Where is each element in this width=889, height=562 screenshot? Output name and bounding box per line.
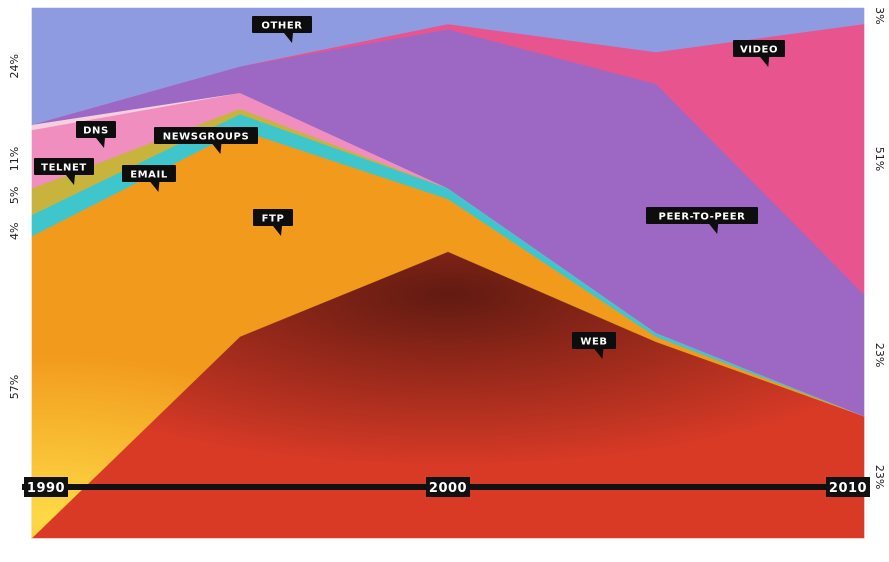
x-tick-label: 2010 [829,481,867,496]
callout-box [252,16,312,33]
year-box [426,477,470,497]
callout-pointer [594,349,604,359]
callouts-layer: OTHER VIDEO DNS NEWSGROUPS TELNET EMAIL FTP PEE… [34,16,785,359]
callout-label: VIDEO [740,45,778,56]
callout-label: DNS [83,126,109,137]
x-tick-label: 1990 [27,481,65,496]
callout-dns: DNS [76,121,116,148]
left-axis-label: 24% [8,54,21,78]
timeline-axis: 1990 2000 2010 [22,477,870,497]
left-axis-label: 5% [8,187,21,204]
year-box [826,477,870,497]
callout-label: OTHER [261,21,302,32]
callout-pointer [709,224,719,234]
callout-pointer [273,226,282,236]
callout-box [572,332,616,349]
callout-email: EMAIL [122,165,176,192]
right-axis-label: 23% [873,465,886,489]
left-axis-label: 4% [8,223,21,240]
callout-pointer [96,138,105,148]
callout-label: EMAIL [130,170,168,181]
callout-label: TELNET [41,163,87,174]
callout-label: PEER-TO-PEER [659,212,746,223]
callout-box [34,158,94,175]
callout-web: WEB [572,332,616,359]
web-shading [32,251,864,539]
callout-pointer [66,175,75,185]
callout-newsgroups: NEWSGROUPS [154,127,258,154]
left-axis-label: 11% [8,147,21,171]
callout-peer-to-peer: PEER-TO-PEER [646,207,758,234]
callout-label: NEWSGROUPS [163,132,250,143]
callout-box [76,121,116,138]
callout-box [253,209,293,226]
callout-box [154,127,258,144]
right-axis-label: 23% [873,343,886,367]
callout-ftp: FTP [253,209,293,236]
callout-box [122,165,176,182]
overlay-layer [32,129,864,539]
callout-pointer [760,57,770,67]
callout-label: WEB [580,337,607,348]
callout-pointer [284,33,293,43]
right-axis-label: 3% [873,7,886,24]
callout-pointer [212,144,222,154]
area-other [31,7,865,125]
ftp-highlight [32,129,864,538]
callout-box [733,40,785,57]
callout-video: VIDEO [733,40,785,67]
callout-label: FTP [262,214,285,225]
left-axis-label: 57% [8,375,21,399]
year-box [24,477,68,497]
right-axis-label: 51% [873,147,886,171]
callout-telnet: TELNET [34,158,94,185]
right-axis: 23% 23% 51% 3% [873,7,886,489]
x-tick-label: 2000 [429,481,467,496]
callout-pointer [150,182,160,192]
left-axis: 57% 4% 5% 11% 24% [8,54,21,399]
callout-other: OTHER [252,16,312,43]
callout-box [646,207,758,224]
